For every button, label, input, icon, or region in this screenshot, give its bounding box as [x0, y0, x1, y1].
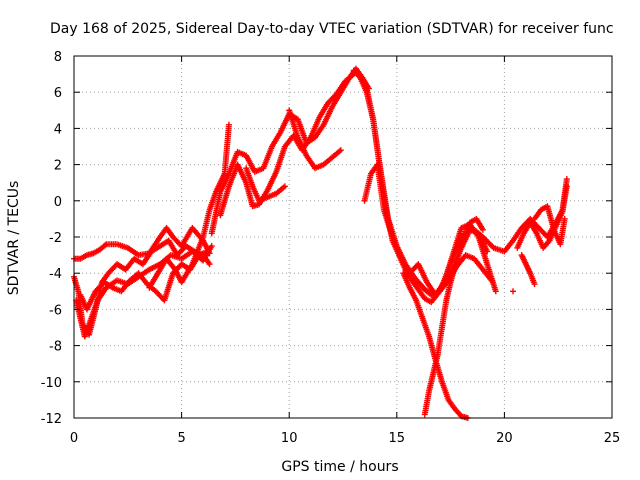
y-tick-label: -6	[49, 303, 62, 318]
y-tick-label: -10	[41, 376, 62, 391]
tick-labels: 0 5 10 15 20 25 -12 -10 -8 -6 -4 -2 0 2 4 6 8	[41, 50, 621, 446]
data-point	[484, 248, 491, 255]
x-tick-label: 10	[281, 431, 298, 446]
y-tick-label: -2	[49, 231, 62, 246]
series-track-8	[243, 165, 288, 204]
series-track-15	[415, 226, 491, 298]
data-point	[101, 242, 108, 249]
data-point	[563, 176, 570, 183]
series-track-16	[510, 288, 517, 295]
axis-ticks	[73, 55, 613, 419]
data-points	[71, 65, 570, 421]
x-tick-label: 5	[177, 431, 185, 446]
grid	[74, 56, 612, 418]
data-point	[492, 288, 499, 295]
y-tick-label: -12	[41, 412, 62, 427]
y-tick-label: 0	[54, 195, 62, 210]
data-point	[281, 183, 288, 190]
series-track-19	[531, 203, 568, 248]
series-track-6	[208, 65, 372, 237]
series-track-1	[71, 224, 213, 262]
chart-title: Day 168 of 2025, Sidereal Day-to-day VTE…	[50, 21, 614, 37]
x-tick-label: 25	[604, 431, 621, 446]
x-tick-label: 15	[389, 431, 406, 446]
data-point	[337, 147, 344, 154]
data-point	[208, 243, 215, 250]
x-tick-label: 0	[70, 431, 78, 446]
y-tick-label: 4	[54, 122, 62, 137]
series-track-5	[146, 121, 232, 291]
series-track-7	[217, 71, 357, 219]
data-point	[225, 121, 232, 128]
data-point	[561, 215, 568, 222]
data-point	[510, 288, 517, 295]
series-track-12	[361, 161, 499, 298]
data-point	[206, 261, 213, 268]
y-axis-title: SDTVAR / TECUs	[6, 181, 22, 296]
data-point	[563, 183, 570, 190]
series-track-18	[518, 252, 538, 288]
data-point	[479, 226, 486, 233]
y-tick-label: 8	[54, 50, 62, 65]
y-tick-label: 2	[54, 159, 62, 174]
y-tick-label: -8	[49, 340, 62, 355]
y-tick-label: -4	[49, 267, 62, 282]
y-tick-label: 6	[54, 86, 62, 101]
data-point	[531, 281, 538, 288]
x-axis-title: GPS time / hours	[281, 459, 398, 475]
data-point	[204, 248, 211, 255]
x-tick-label: 20	[496, 431, 513, 446]
series-track-9	[286, 107, 344, 172]
